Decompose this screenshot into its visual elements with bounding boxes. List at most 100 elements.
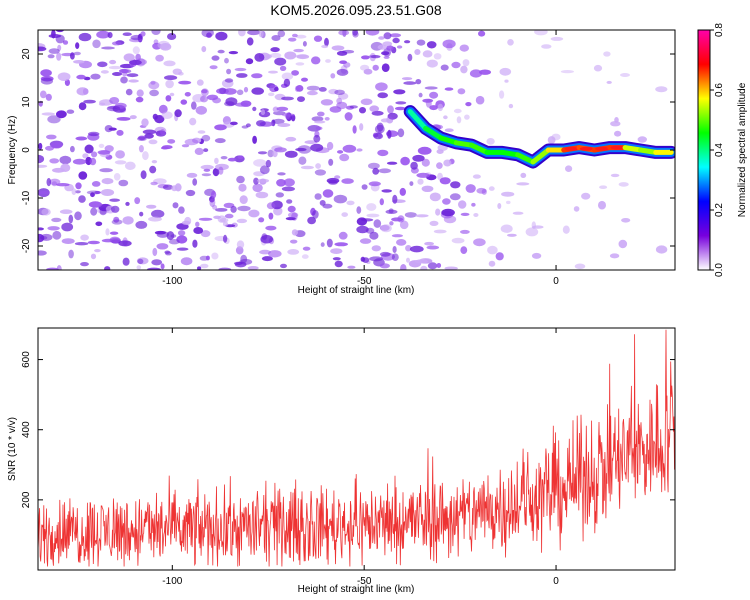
heatmap-noise-blob <box>47 115 61 124</box>
heatmap-noise-blob <box>456 116 462 124</box>
heatmap-noise-blob <box>403 81 417 85</box>
heatmap-noise-blob <box>151 160 158 164</box>
heatmap-noise-blob <box>550 36 564 41</box>
snr-x-ticks: -100 -50 0 <box>162 328 559 587</box>
heatmap-noise-blob <box>443 115 448 120</box>
heatmap-noise-blob <box>460 246 468 255</box>
ridge-peak <box>595 146 610 151</box>
heatmap-noise-blob <box>254 53 265 62</box>
heatmap-noise-blob <box>265 159 272 168</box>
heatmap-noise-blob <box>201 134 211 142</box>
heatmap-noise-blob <box>333 194 348 204</box>
heatmap-noise-blob <box>349 105 358 109</box>
heatmap-noise-blob <box>212 168 220 177</box>
ridge-segment <box>638 147 659 155</box>
heatmap-noise-blob <box>75 190 81 194</box>
heatmap-noise-blob <box>114 160 127 165</box>
heatmap-noise-blob <box>113 173 121 181</box>
heatmap-noise-blob <box>488 186 495 191</box>
heatmap-noise-blob <box>47 226 60 231</box>
heatmap-noise-blob <box>383 32 392 40</box>
heatmap-noise-blob <box>119 68 129 74</box>
spectrogram-x-tick-label: -100 <box>162 276 182 287</box>
heatmap-noise-blob <box>71 188 77 196</box>
heatmap-noise-blob <box>218 166 224 175</box>
heatmap-noise-blob <box>38 227 44 231</box>
heatmap-noise-blob <box>465 102 472 107</box>
heatmap-noise-blob <box>41 112 55 116</box>
heatmap-noise-blob <box>339 153 350 162</box>
heatmap-noise-blob <box>471 202 476 207</box>
heatmap-noise-blob <box>573 206 580 212</box>
heatmap-noise-blob <box>507 233 517 237</box>
heatmap-noise-blob <box>609 253 620 259</box>
heatmap-noise-blob <box>334 260 343 268</box>
heatmap-noise-blob <box>375 82 388 91</box>
heatmap-noise-blob <box>361 184 368 190</box>
heatmap-noise-blob <box>338 30 350 36</box>
heatmap-noise-blob <box>457 88 466 95</box>
ridge-segment <box>438 135 459 146</box>
heatmap-noise-blob <box>99 168 113 173</box>
heatmap-noise-blob <box>311 116 324 122</box>
heatmap-noise-blob <box>74 211 82 221</box>
heatmap-noise-blob <box>124 161 136 170</box>
heatmap-noise-blob <box>352 31 359 38</box>
heatmap-noise-blob <box>512 211 524 215</box>
heatmap-noise-blob <box>147 267 161 270</box>
heatmap-noise-blob <box>61 222 74 232</box>
heatmap-noise-blob <box>243 86 249 93</box>
colorbar-bar <box>697 29 711 271</box>
heatmap-noise-blob <box>92 39 101 49</box>
heatmap-noise-blob <box>148 81 160 90</box>
heatmap-noise-blob <box>366 203 377 211</box>
heatmap-noise-blob <box>38 233 45 243</box>
heatmap-noise-blob <box>378 168 392 174</box>
snr-y-tick-label: 200 <box>21 491 32 508</box>
heatmap-noise-blob <box>38 191 50 195</box>
heatmap-noise-blob <box>75 42 80 49</box>
ridge-segment <box>499 149 521 158</box>
heatmap-noise-blob <box>181 220 191 225</box>
heatmap-noise-blob <box>356 217 368 226</box>
heatmap-noise-blob <box>118 179 129 187</box>
heatmap-noise-blob <box>267 149 274 158</box>
heatmap-noise-blob <box>192 178 198 186</box>
heatmap-noise-blob <box>336 68 349 76</box>
heatmap-noise-blob <box>192 239 198 248</box>
heatmap-noise-blob <box>98 102 106 106</box>
heatmap-noise-blob <box>260 109 266 116</box>
spectrogram-y-tick-label: -10 <box>21 190 32 205</box>
heatmap-noise-blob <box>599 185 608 189</box>
heatmap-noise-blob <box>312 210 319 219</box>
heatmap-noise-blob <box>100 70 109 74</box>
heatmap-noise-blob <box>429 91 439 99</box>
heatmap-noise-blob <box>435 208 441 216</box>
heatmap-noise-blob <box>396 45 403 49</box>
heatmap-noise-blob <box>598 200 606 210</box>
heatmap-noise-blob <box>313 35 323 42</box>
heatmap-noise-blob <box>551 133 561 141</box>
heatmap-noise-blob <box>73 51 81 56</box>
heatmap-noise-blob <box>322 189 334 198</box>
heatmap-noise-blob <box>192 137 202 144</box>
heatmap-noise-blob <box>47 54 55 59</box>
heatmap-noise-blob <box>341 49 355 54</box>
heatmap-noise-blob <box>488 260 496 267</box>
heatmap-noise-blob <box>417 146 432 155</box>
heatmap-noise-blob <box>311 56 321 65</box>
heatmap-noise-blob <box>91 151 98 158</box>
heatmap-noise-blob <box>387 105 394 114</box>
heatmap-noise-blob <box>106 105 121 112</box>
heatmap-noise-blob <box>326 141 334 151</box>
heatmap-noise-blob <box>603 51 611 57</box>
heatmap-noise-blob <box>176 247 189 251</box>
heatmap-noise-blob <box>257 178 270 183</box>
heatmap-noise-blob <box>111 41 122 46</box>
heatmap-noise-blob <box>516 182 530 186</box>
heatmap-noise-blob <box>170 234 177 238</box>
heatmap-noise-blob <box>224 101 235 107</box>
heatmap-noise-blob <box>160 263 165 270</box>
heatmap-noise-blob <box>330 248 343 255</box>
